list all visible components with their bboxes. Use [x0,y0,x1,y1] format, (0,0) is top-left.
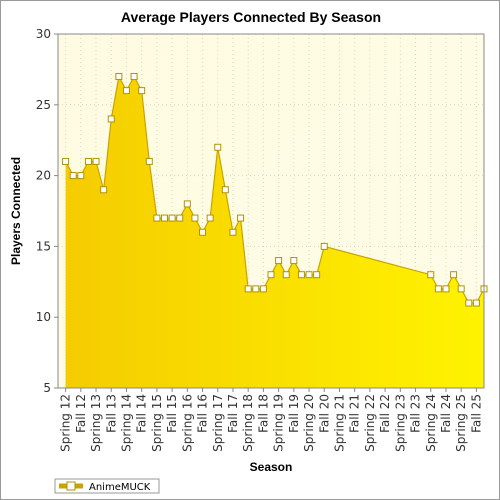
x-tick-label: Fall 25 [469,394,483,433]
x-tick-label: Spring 21 [332,394,346,452]
data-point [465,299,473,307]
data-point [138,87,146,95]
x-tick-label: Spring 16 [180,394,194,452]
x-axis-ticks: Spring 12 Fall 12 Spring 13 Fall 13 Spring 1… [59,388,483,452]
data-point [450,271,458,279]
x-tick-label: Fall 12 [74,394,88,433]
x-tick-label: Fall 16 [196,394,210,433]
data-point [168,214,176,222]
x-tick-label: Fall 24 [439,394,453,433]
data-point [290,257,298,265]
data-point [206,214,214,222]
data-point [275,257,283,265]
chart-title: Average Players Connected By Season [121,9,381,25]
data-point [92,157,100,165]
x-tick-label: Fall 20 [317,394,331,433]
data-point [199,228,207,236]
x-tick-label: Spring 24 [424,394,438,452]
data-point [244,285,252,293]
data-point [62,157,70,165]
data-point [434,285,442,293]
series-area [65,76,484,388]
data-point [115,72,123,80]
x-tick-label: Fall 21 [348,394,362,433]
x-tick-label: Spring 15 [150,394,164,452]
y-tick-label: 25 [36,98,51,112]
y-tick-label: 20 [36,169,51,183]
data-point [191,214,199,222]
legend: AnimeMUCK [54,478,160,494]
data-point [69,172,77,180]
series-markers [62,72,488,307]
legend-box [54,478,160,494]
data-point [84,157,92,165]
data-point [442,285,450,293]
y-axis-label: Players Connected [9,157,23,265]
data-point [320,242,328,250]
x-tick-label: Spring 12 [59,394,73,452]
x-tick-label: Fall 13 [104,394,118,433]
data-point [214,143,222,151]
data-point [229,228,237,236]
y-tick-label: 15 [36,239,51,253]
data-point [183,200,191,208]
data-point [237,214,245,222]
data-point [176,214,184,222]
x-tick-label: Spring 25 [454,394,468,452]
data-point [100,186,108,194]
data-point [259,285,267,293]
data-point [427,271,435,279]
x-axis-label: Season [250,460,293,474]
data-point [161,214,168,222]
y-tick-label: 10 [36,310,51,324]
x-tick-label: Spring 22 [363,394,377,452]
data-point [122,87,130,95]
x-tick-label: Fall 15 [165,394,179,433]
data-point [153,214,161,222]
x-tick-label: Fall 22 [378,394,392,433]
data-point [297,271,305,279]
x-tick-label: Spring 23 [393,394,407,452]
y-tick-label: 5 [43,381,51,395]
data-point [267,271,275,279]
legend-marker [66,481,76,491]
x-tick-label: Spring 20 [302,394,316,452]
x-tick-label: Fall 23 [409,394,423,433]
data-point [221,186,229,194]
x-tick-label: Spring 13 [89,394,103,452]
data-point [305,271,313,279]
x-tick-label: Fall 19 [287,394,301,433]
plot-border [57,33,485,389]
data-point [282,271,290,279]
x-tick-label: Spring 14 [119,394,133,452]
legend-series-label: AnimeMUCK [89,482,151,493]
x-tick-label: Spring 19 [272,394,286,452]
x-tick-label: Fall 17 [226,394,240,433]
data-point [145,157,153,165]
y-axis-ticks: 5 10 15 20 25 30 [36,27,58,395]
data-point [77,172,85,180]
data-point [130,72,138,80]
data-point [252,285,260,293]
data-point [107,115,115,123]
x-tick-label: Fall 14 [135,394,149,433]
y-tick-label: 30 [36,27,51,41]
x-tick-label: Fall 18 [256,394,270,433]
data-point [313,271,321,279]
data-point [457,285,465,293]
x-tick-label: Spring 18 [241,394,255,452]
x-tick-label: Spring 17 [211,394,225,452]
data-point [472,299,480,307]
